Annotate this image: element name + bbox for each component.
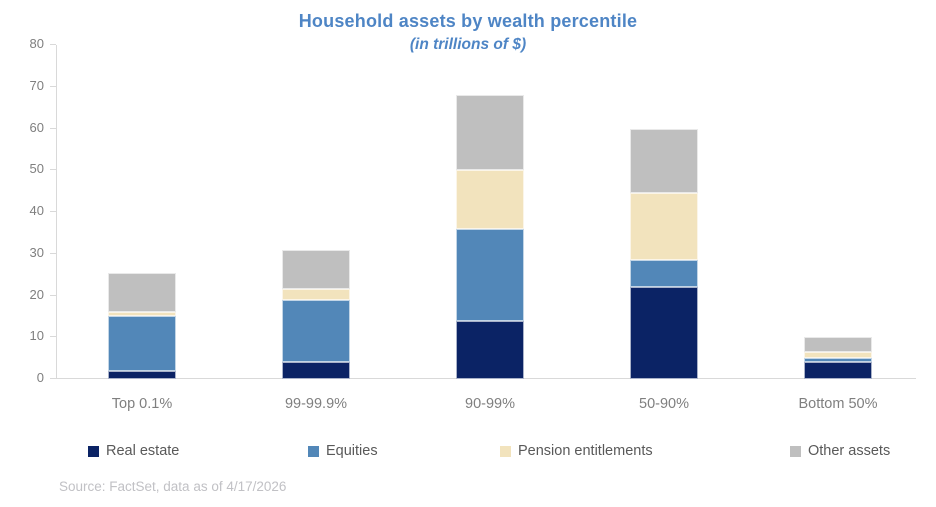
bar-segment-real-estate-99-99-9-: [282, 362, 350, 379]
legend-swatch-equities: [308, 445, 319, 457]
bar-segment-real-estate-bottom-50-: [804, 362, 872, 379]
y-axis-tick: [50, 44, 56, 45]
y-axis-line: [56, 45, 57, 379]
legend-swatch-pension-entitlements: [500, 445, 511, 457]
y-axis-tick: [50, 295, 56, 296]
legend-swatch-other-assets: [790, 445, 801, 457]
chart-subtitle: (in trillions of $): [409, 36, 527, 53]
legend-item-equities: Equities: [308, 441, 378, 461]
bar-segment-equities-99-99-9-: [282, 299, 350, 363]
y-axis-tick: [50, 86, 56, 87]
legend-item-real-estate: Real estate: [88, 441, 179, 461]
bar-segment-equities-bottom-50-: [804, 358, 872, 363]
legend-label-real-estate: Real estate: [106, 443, 180, 459]
y-axis-tick-label: 30: [29, 245, 44, 260]
y-axis-tick: [50, 253, 56, 254]
y-axis-tick: [50, 378, 56, 379]
x-axis-category-label: 50-90%: [639, 396, 689, 412]
legend-item-other-assets: Other assets: [790, 441, 890, 461]
legend-swatch-real-estate: [88, 445, 99, 457]
bar-segment-real-estate-50-90-: [630, 287, 698, 379]
chart-title: Household assets by wealth percentile: [298, 11, 638, 31]
y-axis-tick-label: 80: [29, 36, 44, 51]
y-axis-tick: [50, 128, 56, 129]
y-axis-tick-label: 50: [29, 161, 44, 176]
y-axis-tick-label: 20: [29, 287, 44, 302]
bar-segment-pension-entitlements-90-99-: [456, 170, 524, 229]
bar-segment-other-assets-90-99-: [456, 95, 524, 171]
bar-segment-equities-50-90-: [630, 260, 698, 288]
y-axis-tick-label: 10: [29, 328, 44, 343]
y-axis-tick-label: 60: [29, 120, 44, 135]
legend-label-pension-entitlements: Pension entitlements: [518, 443, 653, 459]
chart-legend: Real estate Equities Pension entitlements O…: [0, 441, 936, 465]
x-axis-category-label: 99-99.9%: [284, 396, 348, 412]
bar-segment-pension-entitlements-top-0-1-: [108, 312, 176, 317]
bar-segment-pension-entitlements-50-90-: [630, 193, 698, 261]
bar-segment-other-assets-99-99-9-: [282, 249, 350, 290]
bar-segment-other-assets-bottom-50-: [804, 337, 872, 352]
source-note: Source: FactSet, data as of 4/17/2026: [59, 479, 287, 494]
bar-segment-pension-entitlements-99-99-9-: [282, 289, 350, 300]
y-axis-tick: [50, 169, 56, 170]
legend-label-equities: Equities: [326, 443, 378, 459]
bar-segment-other-assets-top-0-1-: [108, 272, 176, 313]
bar-segment-real-estate-90-99-: [456, 320, 524, 379]
bar-segment-equities-top-0-1-: [108, 316, 176, 371]
x-axis-category-label: Top 0.1%: [111, 396, 173, 412]
legend-item-pension-entitlements: Pension entitlements: [500, 441, 653, 461]
y-axis-tick-label: 40: [29, 203, 44, 218]
y-axis-tick-label: 70: [29, 78, 44, 93]
bar-segment-real-estate-top-0-1-: [108, 370, 176, 379]
bar-segment-other-assets-50-90-: [630, 128, 698, 194]
x-axis-category-label: 90-99%: [465, 396, 515, 412]
legend-label-other-assets: Other assets: [808, 443, 891, 459]
y-axis-tick-label: 0: [36, 370, 44, 385]
y-axis-tick: [50, 336, 56, 337]
y-axis-tick: [50, 211, 56, 212]
x-axis-category-label: Bottom 50%: [798, 396, 878, 412]
bar-segment-pension-entitlements-bottom-50-: [804, 351, 872, 359]
bar-segment-equities-90-99-: [456, 228, 524, 321]
